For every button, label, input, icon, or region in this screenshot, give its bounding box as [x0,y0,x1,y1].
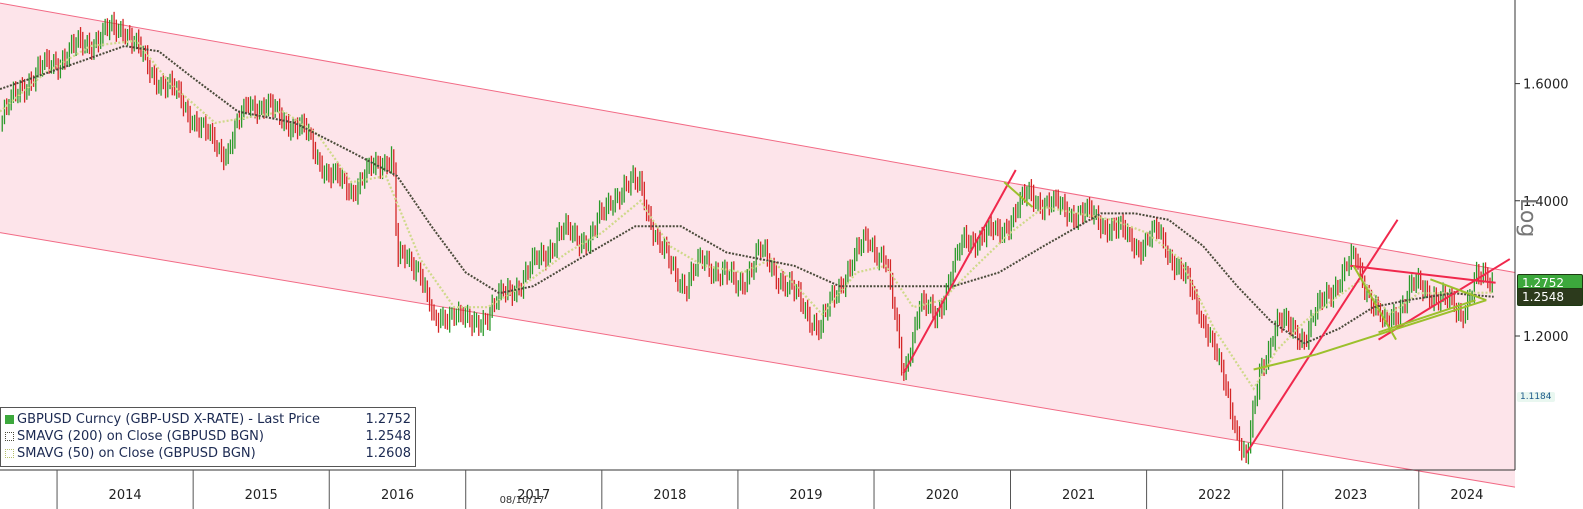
legend-row-last-price[interactable]: GBPUSD Curncy (GBP-USD X-RATE) - Last Pr… [3,411,411,428]
red-trendline [902,169,1017,374]
x-tick-label: 2015 [245,488,278,503]
x-tick-label: 2018 [653,488,686,503]
sma200-price-tag: 1.2548 [1517,287,1583,306]
red-trendline [1350,264,1496,284]
legend: GBPUSD Curncy (GBP-USD X-RATE) - Last Pr… [0,407,416,467]
y-tick-label: 1.6000 [1523,78,1569,93]
series-color-swatch [5,449,14,458]
sma50-line [0,39,1494,391]
series-color-swatch [5,432,14,441]
legend-label: SMAVG (50) on Close (GBPUSD BGN) [17,446,256,461]
legend-value: 1.2608 [365,446,412,461]
green-trendline [1430,278,1487,302]
regression-channel [0,3,1515,488]
red-trendline [1245,219,1399,454]
red-trendline [1378,258,1511,341]
y-tick-label: 1.4000 [1523,195,1569,210]
legend-value: 1.2548 [365,429,412,444]
x-tick-label: 2019 [789,488,822,503]
legend-value: 1.2752 [365,412,412,427]
x-tick-label: 2024 [1450,488,1483,503]
x-tick-label: 2021 [1062,488,1095,503]
log-scale-label: Log [1515,198,1540,238]
green-trendline [1378,299,1476,334]
x-tick-label: 2016 [381,488,414,503]
date-stamp: 08/10/17 [500,495,545,506]
green-trendline [1003,181,1034,208]
sma200-line [0,44,1494,345]
last-price-tag: 1.2752 [1517,273,1583,292]
x-tick-label: 2022 [1198,488,1231,503]
legend-row-sma200[interactable]: SMAVG (200) on Close (GBPUSD BGN) 1.2548 [3,428,411,445]
green-trendline [1352,265,1397,341]
channel-lower-line [0,232,1516,488]
legend-label: GBPUSD Curncy (GBP-USD X-RATE) - Last Pr… [17,412,321,427]
green-trendline [1315,299,1487,356]
legend-row-sma50[interactable]: SMAVG (50) on Close (GBPUSD BGN) 1.2608 [3,445,411,462]
level-price-tag: 1.1184 [1517,391,1555,402]
x-tick-label: 2023 [1334,488,1367,503]
x-tick-label: 2017 [517,488,550,503]
green-trendline [1253,353,1317,371]
channel-upper-line [0,2,1516,274]
x-tick-label: 2020 [926,488,959,503]
legend-label: SMAVG (200) on Close (GBPUSD BGN) [17,429,264,444]
series-color-swatch [5,415,14,424]
x-tick-label: 2014 [109,488,142,503]
y-tick-label: 1.2000 [1523,330,1569,345]
